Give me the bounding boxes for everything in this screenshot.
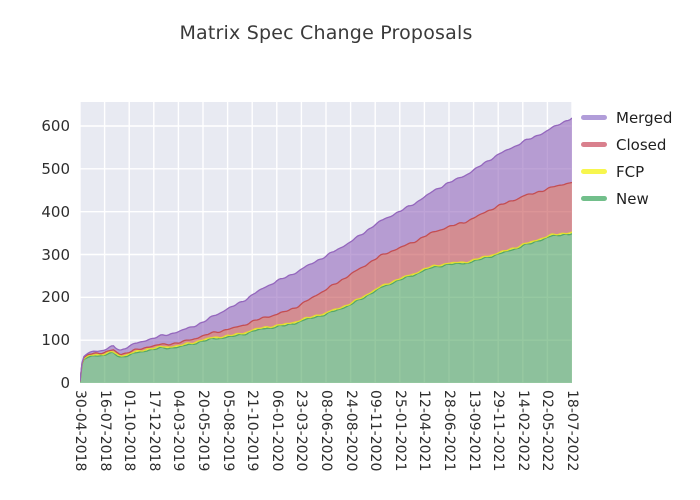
chart-title: Matrix Spec Change Proposals (179, 22, 473, 44)
legend-swatch-merged (581, 115, 607, 120)
legend: Merged Closed FCP New (581, 104, 672, 212)
x-axis-tick-label: 09-11-2020 (367, 390, 384, 472)
y-axis-tick-label: 600 (41, 117, 70, 135)
x-axis-tick-label: 20-05-2019 (195, 390, 211, 472)
y-axis-tick-label: 300 (41, 245, 70, 264)
x-axis-tick-label: 08-06-2020 (318, 390, 334, 472)
x-axis-tick-label: 12-04-2021 (416, 390, 433, 472)
legend-swatch-new (581, 196, 607, 201)
x-axis-tick-label: 29-11-2021 (490, 390, 507, 472)
edge-new (79, 233, 573, 383)
legend-swatch-closed (581, 142, 607, 147)
legend-item-merged: Merged (581, 104, 672, 131)
x-axis-tick-label: 18-07-2022 (564, 390, 580, 472)
x-axis-tick-label: 04-03-2019 (170, 390, 187, 472)
legend-label: New (616, 189, 649, 208)
x-axis-tick-label: 01-10-2018 (121, 390, 138, 472)
plot-area (79, 102, 573, 384)
x-axis-tick-label: 30-04-2018 (72, 390, 88, 472)
x-axis-tick-label: 17-12-2018 (145, 390, 162, 472)
x-axis-tick-label: 23-03-2020 (293, 390, 310, 472)
y-axis-tick-label: 500 (41, 159, 70, 178)
area-closed (80, 182, 572, 382)
y-axis-tick-label: 400 (41, 202, 70, 221)
x-axis-tick-label: 14-02-2022 (514, 390, 531, 472)
y-axis-tick-label: 0 (60, 374, 70, 392)
x-axis-tick-label: 13-09-2021 (465, 390, 482, 472)
edge-fcp (79, 231, 573, 382)
x-axis-tick-label: 06-01-2020 (268, 390, 285, 472)
legend-swatch-fcp (581, 169, 607, 174)
area-new (80, 233, 572, 383)
x-axis-tick-label: 21-10-2019 (244, 390, 261, 472)
edge-merged (79, 117, 573, 382)
legend-item-closed: Closed (581, 131, 672, 158)
legend-item-new: New (581, 185, 672, 212)
legend-item-fcp: FCP (581, 158, 672, 185)
y-axis-tick-label: 200 (41, 288, 70, 307)
x-axis-tick-label: 28-06-2021 (441, 390, 457, 472)
edge-closed (79, 181, 573, 382)
legend-label: FCP (616, 162, 645, 181)
area-merged (80, 118, 572, 382)
x-axis-tick-label: 25-01-2021 (391, 390, 408, 472)
x-axis-tick-label: 24-08-2020 (342, 390, 359, 472)
x-axis-tick-label: 02-05-2022 (539, 390, 556, 472)
legend-label: Merged (616, 108, 673, 127)
legend-label: Closed (616, 135, 667, 154)
x-axis-tick-label: 16-07-2018 (96, 390, 113, 472)
x-axis-tick-label: 05-08-2019 (219, 390, 236, 472)
y-axis-tick-label: 100 (41, 331, 70, 350)
